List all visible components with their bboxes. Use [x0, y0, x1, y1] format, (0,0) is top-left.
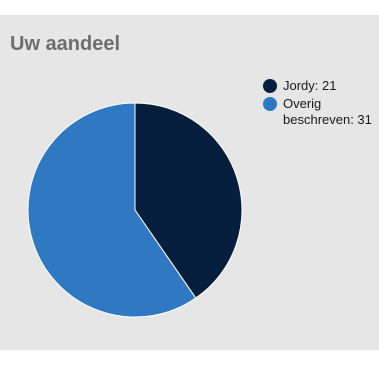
- legend-label-jordy: Jordy: 21: [283, 78, 337, 93]
- legend-label-overig: Overig beschreven: 31: [283, 96, 372, 127]
- pie-chart: [27, 102, 243, 318]
- pie-slices-group: [27, 102, 243, 318]
- legend-item-overig[interactable]: Overig beschreven: 31: [263, 96, 375, 128]
- legend-swatch-overig: [263, 97, 277, 111]
- share-card: Uw aandeel Jordy: 21 Overig beschreven: …: [0, 15, 379, 350]
- pie-slice-overig-beschreven[interactable]: [27, 102, 197, 318]
- legend-item-jordy[interactable]: Jordy: 21: [263, 78, 375, 94]
- pie-slice-jordy[interactable]: [134, 102, 243, 299]
- card-title: Uw aandeel: [10, 33, 121, 55]
- legend-swatch-jordy: [263, 79, 277, 93]
- chart-legend: Jordy: 21 Overig beschreven: 31: [263, 78, 375, 130]
